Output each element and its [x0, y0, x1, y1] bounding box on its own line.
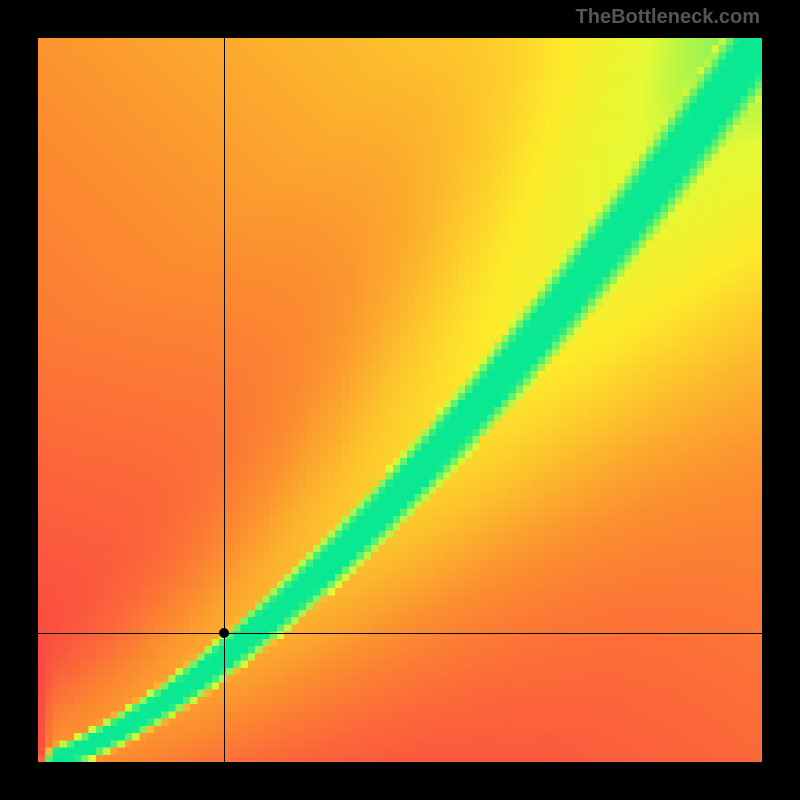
- heatmap-canvas: [38, 38, 762, 762]
- attribution-text: TheBottleneck.com: [576, 6, 760, 29]
- plot-area: [38, 38, 762, 762]
- crosshair-horizontal: [38, 633, 762, 634]
- data-point-marker: [219, 628, 229, 638]
- crosshair-vertical: [224, 38, 225, 762]
- chart-container: { "attribution": "TheBottleneck.com", "b…: [0, 0, 800, 800]
